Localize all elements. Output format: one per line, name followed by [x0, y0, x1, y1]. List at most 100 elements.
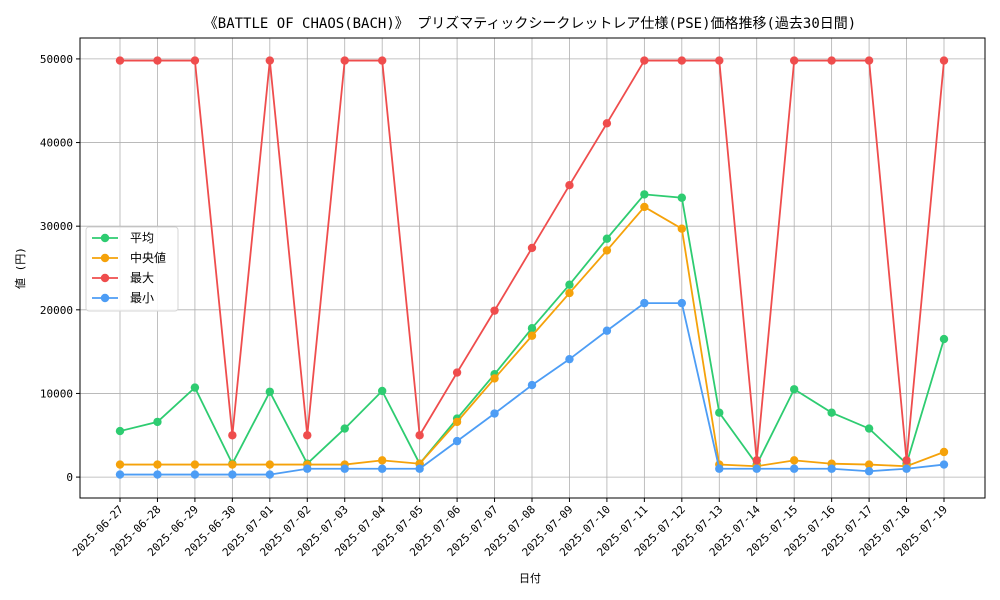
- data-point: [153, 56, 162, 65]
- data-point: [939, 460, 949, 469]
- data-point: [715, 464, 724, 473]
- data-point: [752, 456, 761, 465]
- legend-label: 最大: [130, 271, 154, 285]
- data-point: [377, 56, 387, 65]
- data-point: [864, 424, 874, 433]
- data-point: [939, 334, 949, 344]
- data-point: [602, 246, 612, 255]
- data-point: [377, 386, 387, 396]
- data-point: [340, 424, 349, 433]
- data-point: [527, 331, 537, 340]
- data-point: [527, 324, 537, 333]
- y-tick-label: 0: [66, 471, 73, 484]
- data-point: [565, 354, 574, 364]
- data-point: [265, 460, 275, 469]
- data-point: [527, 380, 537, 390]
- series-group: [115, 56, 949, 479]
- data-point: [228, 431, 237, 440]
- data-point: [827, 464, 836, 473]
- x-axis-ticks: 2025-06-272025-06-282025-06-292025-06-30…: [70, 498, 950, 559]
- data-point: [415, 431, 424, 440]
- data-point: [452, 436, 462, 446]
- legend-swatch-marker: [100, 253, 110, 263]
- data-point: [864, 56, 874, 65]
- data-point: [789, 56, 799, 65]
- y-axis-label: 値 (円): [14, 247, 27, 289]
- data-point: [677, 193, 687, 202]
- data-point: [827, 408, 836, 417]
- chart-title: 《BATTLE OF CHAOS(BACH)》 プリズマティックシークレットレア…: [204, 16, 856, 32]
- legend-box: [85, 226, 179, 312]
- data-point: [115, 460, 125, 469]
- y-tick-label: 50000: [40, 53, 73, 66]
- data-point: [115, 56, 125, 65]
- data-point: [789, 456, 799, 465]
- data-point: [377, 464, 387, 473]
- data-point: [303, 464, 312, 473]
- data-point: [902, 456, 911, 465]
- data-point: [565, 280, 574, 289]
- data-point: [939, 447, 949, 457]
- data-point: [602, 234, 612, 243]
- x-axis-label: 日付: [519, 572, 541, 585]
- plot-frame: [79, 37, 986, 499]
- legend-label: 中央値: [130, 250, 166, 265]
- data-point: [340, 56, 349, 65]
- data-point: [115, 426, 125, 436]
- legend-label: 最小: [130, 291, 154, 305]
- data-point: [490, 374, 499, 383]
- y-tick-label: 40000: [40, 137, 73, 150]
- data-point: [602, 119, 612, 128]
- data-point: [490, 306, 499, 315]
- data-point: [265, 387, 275, 396]
- data-point: [265, 470, 275, 479]
- data-point: [640, 202, 649, 212]
- y-axis-ticks: 0 10000 20000 30000 40000 50000: [40, 53, 80, 484]
- data-point: [677, 56, 687, 65]
- data-point: [265, 56, 275, 65]
- data-point: [228, 470, 237, 479]
- data-point: [640, 298, 649, 308]
- data-point: [303, 431, 312, 440]
- data-point: [827, 56, 836, 65]
- data-point: [752, 464, 761, 473]
- data-point: [789, 464, 799, 473]
- data-point: [190, 470, 200, 479]
- data-point: [153, 460, 162, 469]
- legend-swatch-marker: [100, 273, 110, 283]
- data-point: [340, 464, 349, 473]
- series-2: [115, 56, 949, 465]
- data-point: [864, 460, 874, 469]
- data-point: [527, 243, 537, 253]
- grid: [80, 38, 985, 498]
- data-point: [115, 470, 125, 479]
- data-point: [190, 383, 200, 392]
- data-point: [228, 460, 237, 469]
- legend-swatch-marker: [100, 293, 110, 303]
- data-point: [452, 368, 462, 377]
- data-point: [565, 181, 574, 190]
- data-point: [490, 409, 499, 418]
- legend-label: 平均: [130, 231, 154, 245]
- data-point: [190, 460, 200, 469]
- data-point: [640, 190, 649, 199]
- data-point: [565, 288, 574, 298]
- data-point: [715, 408, 724, 417]
- y-tick-label: 10000: [40, 387, 73, 400]
- data-point: [677, 298, 687, 308]
- data-point: [864, 467, 874, 476]
- data-point: [715, 56, 724, 65]
- data-point: [153, 417, 162, 427]
- y-tick-label: 30000: [40, 220, 73, 233]
- data-point: [190, 56, 200, 65]
- data-point: [939, 56, 949, 65]
- data-point: [640, 56, 649, 65]
- data-point: [415, 464, 424, 473]
- data-point: [377, 456, 387, 465]
- y-tick-label: 20000: [40, 304, 73, 317]
- data-point: [902, 464, 911, 473]
- data-point: [677, 224, 687, 233]
- data-point: [153, 470, 162, 479]
